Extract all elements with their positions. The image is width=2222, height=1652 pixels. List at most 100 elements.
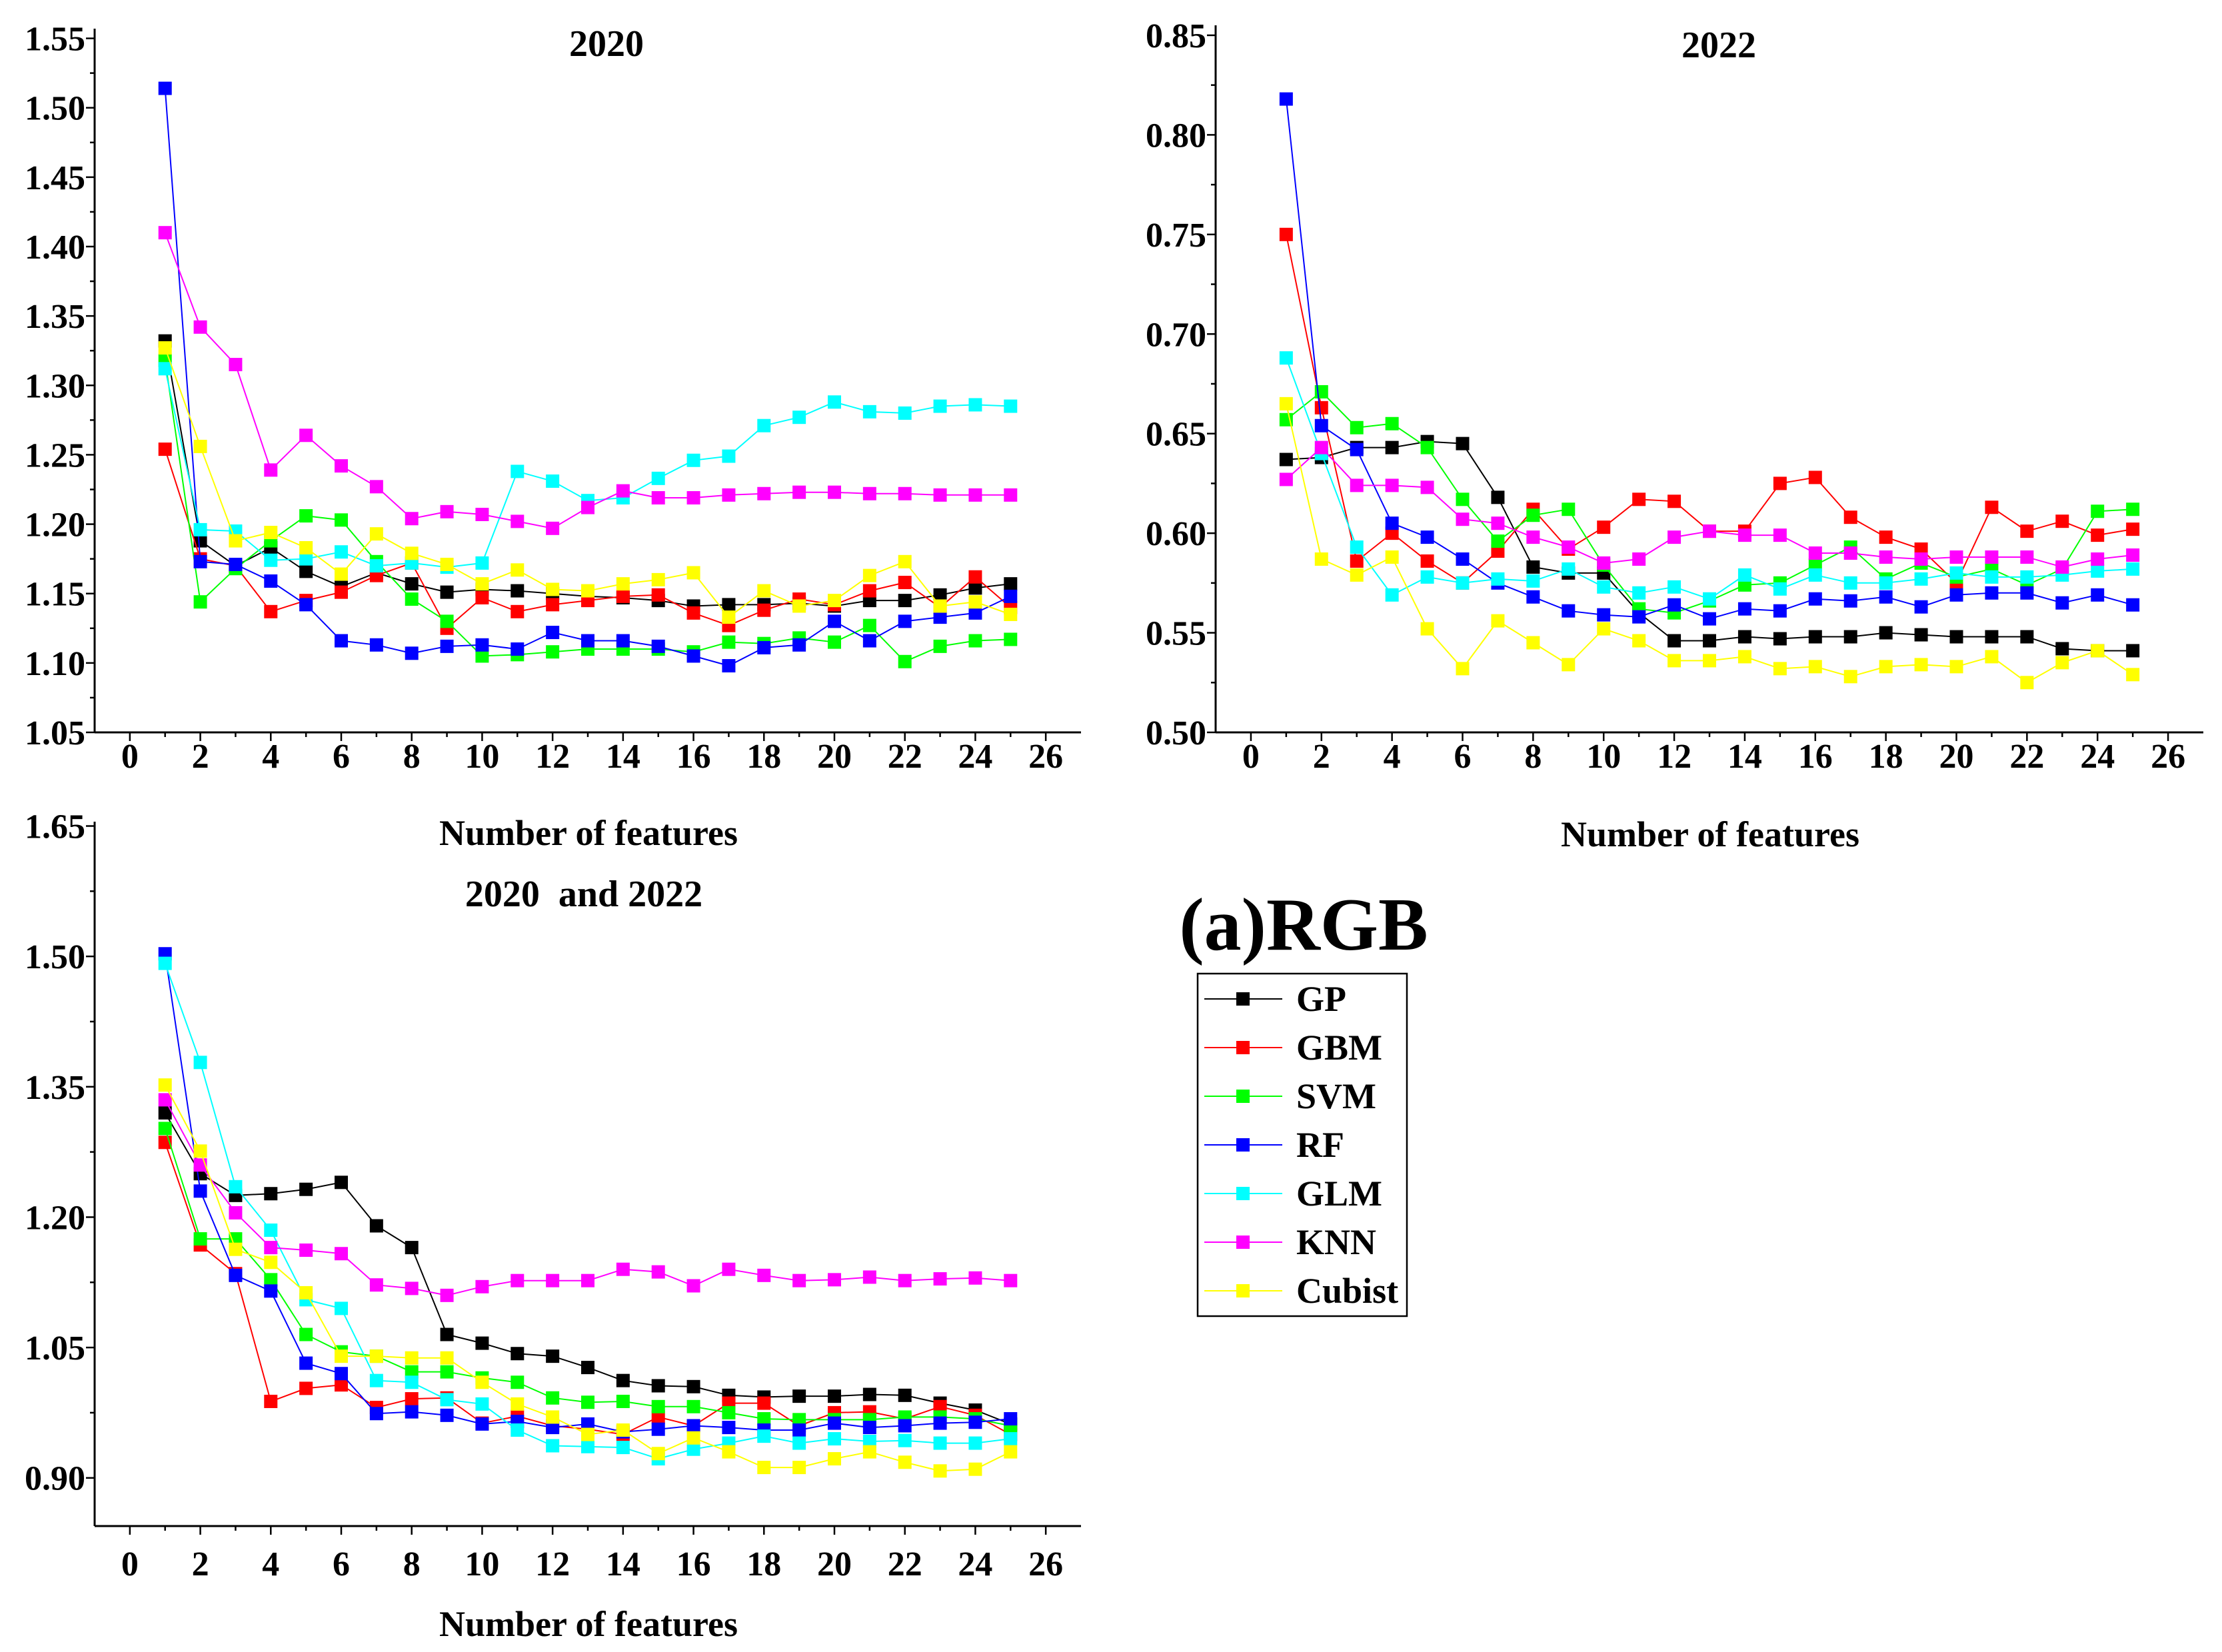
marker-KNN-19 [792, 485, 806, 499]
marker-GBM-10 [1597, 520, 1611, 534]
x-tick-label: 12 [535, 738, 570, 776]
marker-RF-2 [1314, 418, 1328, 432]
marker-GLM-25 [1004, 1432, 1018, 1446]
line-GP [164, 341, 1011, 607]
line-GLM [164, 963, 1011, 1460]
marker-RF-1 [1279, 92, 1293, 106]
marker-GBM-10 [475, 590, 489, 604]
marker-RF-22 [2020, 586, 2034, 600]
marker-GLM-23 [933, 399, 947, 413]
marker-GLM-9 [1562, 562, 1576, 576]
marker-Cubist-2 [193, 1144, 207, 1158]
legend-item-GP: GP [1204, 979, 1346, 1019]
y-tick-label: 1.05 [25, 1329, 85, 1367]
marker-KNN-15 [1773, 528, 1787, 542]
marker-RF-16 [686, 1419, 700, 1433]
marker-RF-22 [898, 614, 912, 628]
marker-KNN-10 [475, 507, 489, 521]
marker-KNN-4 [1385, 478, 1399, 492]
marker-Cubist-25 [1004, 607, 1018, 621]
line-RF [164, 88, 1011, 667]
marker-GLM-7 [369, 1373, 383, 1387]
marker-RF-6 [335, 1367, 348, 1381]
chart-panel-2022: 0 2 4 6 8 10 12 14 16 18 20 22 24 260.500.550.600.650… [1146, 17, 2203, 854]
marker-KNN-25 [1004, 1273, 1018, 1287]
marker-Cubist-25 [2126, 668, 2140, 682]
marker-GLM-21 [862, 1434, 876, 1448]
marker-GP-4 [1385, 440, 1399, 454]
marker-SVM-16 [686, 1399, 700, 1413]
marker-SVM-25 [2126, 502, 2140, 516]
marker-GBM-5 [299, 1381, 313, 1395]
marker-GLM-18 [757, 418, 771, 432]
series-Cubist [158, 1078, 1018, 1478]
line-RF [164, 954, 1011, 1433]
marker-KNN-16 [686, 1279, 700, 1293]
y-tick-label: 1.20 [25, 506, 85, 544]
marker-GP-25 [1004, 577, 1018, 591]
marker-GLM-13 [1703, 592, 1716, 606]
marker-Cubist-1 [158, 1078, 172, 1092]
marker-GBM-17 [1843, 510, 1857, 524]
x-tick-label: 14 [1727, 738, 1762, 776]
marker-GLM-2 [193, 1056, 207, 1070]
marker-SVM-14 [616, 1394, 630, 1408]
x-tick-label: 16 [676, 1545, 711, 1583]
marker-GLM-11 [511, 1423, 525, 1437]
marker-GLM-19 [1914, 572, 1928, 586]
marker-GBM-22 [898, 576, 912, 590]
marker-Cubist-5 [299, 1285, 313, 1299]
marker-Cubist-3 [229, 1242, 243, 1256]
marker-Cubist-2 [193, 439, 207, 453]
marker-RF-20 [828, 614, 841, 628]
marker-GP-6 [335, 1176, 348, 1190]
marker-KNN-21 [1985, 550, 1999, 564]
x-axis-label: Number of features [439, 813, 738, 853]
marker-GLM-21 [862, 405, 876, 418]
series-GLM [1279, 351, 2140, 606]
marker-GLM-22 [898, 1433, 912, 1447]
marker-GLM-12 [1667, 580, 1681, 594]
marker-KNN-13 [1703, 524, 1716, 538]
marker-KNN-17 [1843, 546, 1857, 560]
legend-marker-KNN [1236, 1236, 1250, 1249]
marker-RF-17 [722, 659, 736, 673]
marker-KNN-2 [1314, 440, 1328, 454]
marker-RF-7 [369, 1407, 383, 1421]
x-tick-label: 0 [121, 1545, 139, 1583]
marker-GP-23 [933, 588, 947, 602]
marker-KNN-14 [616, 484, 630, 498]
marker-GBM-18 [1879, 530, 1893, 544]
marker-GP-19 [792, 1389, 806, 1403]
marker-GP-16 [686, 1379, 700, 1393]
marker-GLM-6 [335, 545, 348, 559]
marker-GP-2 [193, 534, 207, 548]
marker-RF-19 [1914, 600, 1928, 614]
marker-GBM-18 [757, 603, 771, 617]
marker-GLM-17 [1843, 576, 1857, 590]
marker-RF-21 [862, 634, 876, 648]
x-axis-label: Number of features [1561, 814, 1859, 854]
marker-Cubist-22 [898, 554, 912, 568]
marker-GP-11 [511, 1347, 525, 1361]
marker-Cubist-20 [828, 594, 841, 608]
marker-RF-5 [299, 598, 313, 612]
x-tick-label: 0 [1242, 738, 1260, 776]
marker-RF-25 [1004, 589, 1018, 603]
marker-RF-16 [1808, 592, 1822, 606]
marker-GBM-11 [511, 604, 525, 618]
marker-RF-19 [792, 638, 806, 652]
marker-GP-1 [1279, 452, 1293, 466]
legend-label: GLM [1296, 1174, 1382, 1214]
marker-GLM-6 [1456, 576, 1470, 590]
marker-Cubist-18 [757, 584, 771, 598]
marker-Cubist-6 [335, 567, 348, 581]
marker-Cubist-17 [722, 1445, 736, 1459]
series-KNN [158, 226, 1018, 535]
marker-GLM-23 [933, 1436, 947, 1450]
marker-GP-5 [299, 564, 313, 578]
marker-GP-22 [898, 594, 912, 608]
y-tick-label: 1.35 [25, 1069, 85, 1107]
marker-KNN-18 [757, 486, 771, 500]
x-tick-label: 14 [606, 1545, 640, 1583]
